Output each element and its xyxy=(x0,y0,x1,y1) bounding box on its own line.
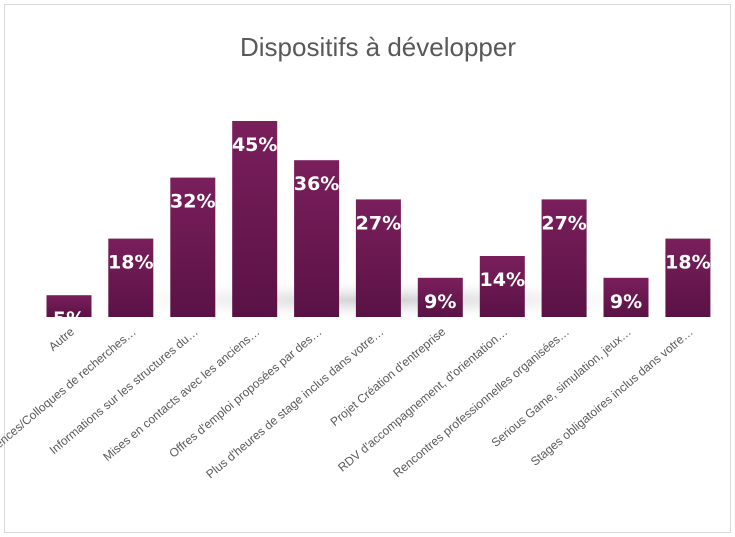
chart-title: Dispositifs à développer xyxy=(240,32,516,62)
bar-10 xyxy=(603,277,649,317)
bars-group xyxy=(46,121,711,317)
data-label-6: 27% xyxy=(356,212,401,234)
data-label-10: 9% xyxy=(610,291,642,313)
data-label-3: 32% xyxy=(170,191,215,213)
bar-2 xyxy=(108,238,154,317)
data-label-5: 36% xyxy=(294,173,339,195)
data-label-8: 14% xyxy=(480,269,525,291)
bar-1 xyxy=(46,295,92,317)
bar-5 xyxy=(294,160,340,317)
data-label-7: 9% xyxy=(424,291,456,313)
data-label-4: 45% xyxy=(232,134,277,156)
bar-8 xyxy=(479,256,525,317)
bar-3 xyxy=(170,177,216,317)
category-label-7: Projet Création d'entreprise xyxy=(328,324,449,429)
bar-6 xyxy=(355,199,401,317)
bar-11 xyxy=(665,238,711,317)
data-label-1: 5% xyxy=(53,308,85,330)
bar-4 xyxy=(232,121,278,317)
bar-9 xyxy=(541,199,587,317)
value-labels-group: 5% 18% 32% 45% 36% 27% 9% 14% 27% 9% 18% xyxy=(53,134,711,330)
data-label-11: 18% xyxy=(665,252,710,274)
data-label-9: 27% xyxy=(541,212,586,234)
data-label-2: 18% xyxy=(108,252,153,274)
bar-7 xyxy=(417,277,463,317)
